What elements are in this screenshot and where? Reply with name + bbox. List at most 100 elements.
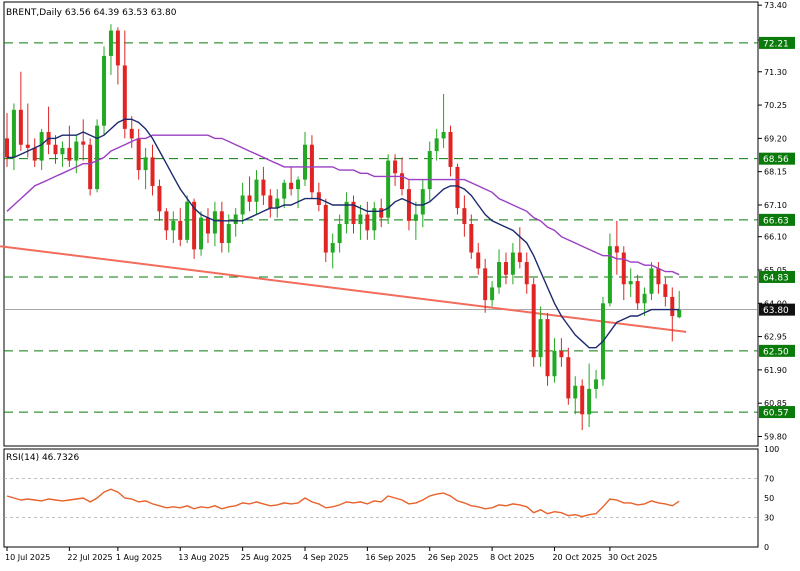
price-tick-label: 66.10 (764, 233, 787, 242)
candle-body (212, 211, 217, 234)
candle-body (18, 109, 23, 145)
candle-body (358, 214, 363, 224)
candle-body (289, 182, 294, 190)
candle-body (344, 201, 349, 224)
candle-body (379, 208, 384, 218)
candle-body (254, 179, 259, 202)
candle-body (503, 262, 508, 275)
candle-body (656, 268, 661, 285)
candle-body (337, 224, 342, 244)
candle-body (122, 65, 127, 129)
price-tick-label: 67.10 (764, 201, 787, 210)
candle-body (302, 144, 307, 180)
time-tick-label: 10 Jul 2025 (5, 553, 50, 562)
candle-body (268, 195, 273, 209)
time-tick-label: 26 Sep 2025 (428, 553, 479, 562)
candle-body (635, 281, 640, 304)
candle-body (413, 214, 418, 221)
candles (5, 24, 682, 431)
candle-body (628, 281, 633, 285)
rsi-panel: 100 70 50 30 0 (3, 445, 779, 552)
candle-body (566, 357, 571, 399)
candle-body (621, 252, 626, 285)
candle-body (462, 208, 467, 224)
candle-body (483, 268, 488, 301)
candle-body (372, 208, 377, 231)
candle-body (573, 385, 578, 399)
candle-body (330, 243, 335, 253)
candle-body (427, 151, 432, 190)
candle-body (178, 220, 183, 240)
candle-body (199, 217, 204, 250)
candle-body (115, 30, 120, 66)
level-tag-label: 68.56 (763, 155, 789, 165)
time-tick-label: 22 Jul 2025 (67, 553, 112, 562)
candle-body (143, 157, 148, 171)
price-tick-label: 65.05 (764, 266, 787, 275)
candle-body (406, 189, 411, 221)
ma-fast-line (7, 118, 680, 349)
candle-body (559, 350, 564, 358)
candle-body (81, 141, 86, 145)
price-tick-label: 71.30 (764, 68, 787, 77)
candle-body (95, 125, 100, 190)
price-tags: 72.21 68.56 66.63 64.83 62.50 60.57 63.80 (759, 36, 795, 419)
candle-body (614, 246, 619, 253)
candle-body (164, 211, 169, 231)
candle-body (157, 185, 162, 212)
candle-body (171, 220, 176, 231)
candle-body (469, 224, 474, 253)
rsi-tick-label: 50 (764, 494, 774, 503)
candle-body (53, 144, 58, 155)
candle-body (282, 182, 287, 199)
level-tag (759, 213, 795, 226)
candle-body (240, 195, 245, 215)
time-tick-label: 8 Oct 2025 (490, 553, 534, 562)
candle-body (219, 211, 224, 244)
candle-body (545, 319, 550, 377)
price-axis: 73.4072.3071.3070.2569.2068.1567.1066.10… (758, 1, 787, 441)
candle-body (275, 198, 280, 209)
candle-body (497, 262, 502, 288)
moving-averages (6, 118, 680, 349)
level-tag (759, 344, 795, 357)
time-tick-label: 16 Sep 2025 (365, 553, 416, 562)
candle-body (309, 144, 314, 193)
price-tick-label: 59.80 (764, 432, 787, 441)
price-tick-label: 60.85 (764, 399, 787, 408)
current-price-label: 63.80 (763, 306, 789, 316)
candle-body (88, 144, 93, 190)
rsi-tick-label: 30 (764, 514, 774, 523)
candle-body (677, 309, 682, 318)
time-axis: 10 Jul 2025 22 Jul 2025 1 Aug 2025 13 Aug 2… (5, 547, 657, 562)
candle-body (400, 173, 405, 190)
candle-body (108, 30, 113, 56)
level-tag-label: 64.83 (763, 273, 789, 283)
candle-body (129, 128, 134, 139)
chart-header: BRENT,Daily 63.56 64.39 63.53 63.80 (6, 8, 177, 18)
candle-body (594, 379, 599, 389)
level-tag-label: 72.21 (763, 39, 789, 49)
candle-body (233, 214, 238, 224)
price-tick-label: 61.90 (764, 366, 787, 375)
candle-body (670, 296, 675, 316)
time-tick-label: 4 Sep 2025 (303, 553, 349, 562)
candle-body (192, 201, 197, 250)
candle-body (587, 388, 592, 415)
candle-body (455, 166, 460, 209)
rsi-panel-frame (3, 448, 759, 548)
level-tag (759, 406, 795, 419)
candle-body (642, 293, 647, 304)
price-tick-label: 73.40 (764, 1, 787, 10)
current-price-tag (759, 303, 795, 316)
candle-body (102, 55, 107, 126)
candle-body (205, 217, 210, 234)
candle-body (185, 201, 190, 240)
price-tick-label: 62.95 (764, 333, 787, 342)
candle-body (74, 141, 79, 161)
ma-slow-line (6, 134, 680, 276)
price-tick-label: 70.25 (764, 101, 787, 110)
price-tick-label: 68.15 (764, 168, 787, 177)
trendline-layer (0, 245, 687, 333)
